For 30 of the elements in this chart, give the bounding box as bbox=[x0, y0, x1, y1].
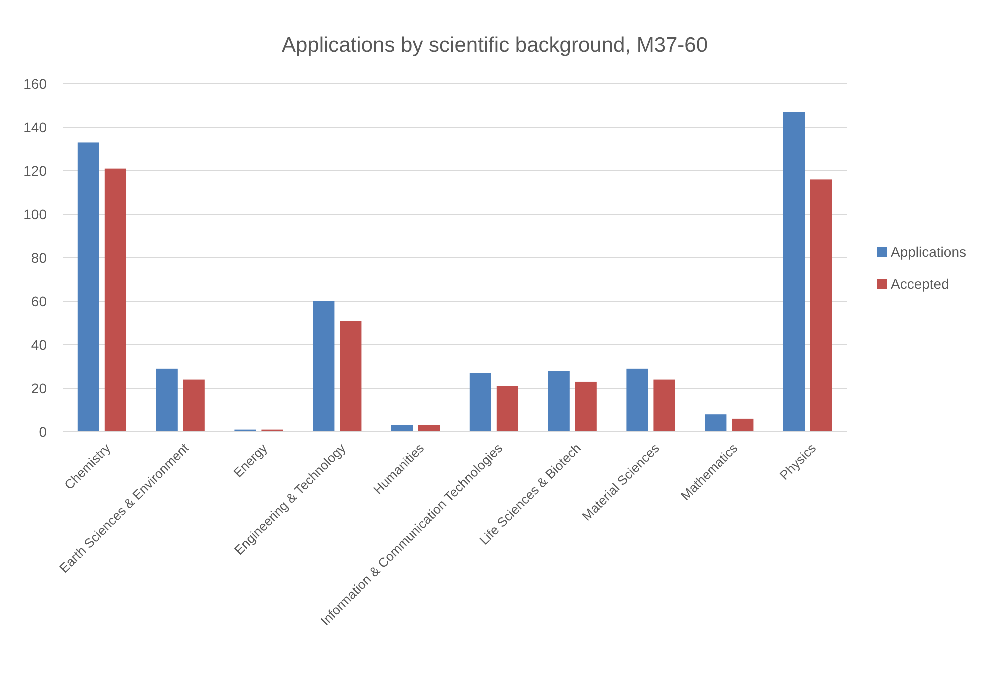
bar bbox=[575, 382, 597, 432]
y-tick-label: 20 bbox=[31, 380, 48, 396]
bar bbox=[705, 414, 727, 432]
legend-label: Accepted bbox=[891, 276, 950, 292]
bar bbox=[810, 180, 832, 432]
bar bbox=[496, 386, 519, 432]
bar bbox=[470, 373, 492, 432]
bar bbox=[391, 425, 414, 432]
y-tick-label: 40 bbox=[31, 336, 48, 353]
y-tick-label: 100 bbox=[24, 206, 48, 222]
bar bbox=[183, 380, 205, 432]
y-tick-label: 120 bbox=[24, 162, 48, 179]
legend-label: Applications bbox=[891, 244, 966, 260]
bar bbox=[418, 425, 440, 432]
bar bbox=[732, 418, 754, 432]
bar bbox=[654, 380, 676, 432]
bar bbox=[104, 168, 127, 432]
y-tick-label: 0 bbox=[39, 424, 48, 440]
bar bbox=[548, 371, 570, 432]
y-tick-label: 60 bbox=[31, 293, 48, 310]
bar bbox=[78, 142, 100, 432]
bar bbox=[340, 321, 362, 432]
bar bbox=[783, 112, 806, 432]
y-tick-label: 140 bbox=[24, 119, 48, 136]
y-tick-label: 80 bbox=[31, 250, 48, 266]
chart-title: Applications by scientific background, M37-60 bbox=[282, 34, 708, 57]
bar bbox=[626, 368, 648, 432]
y-tick-label: 160 bbox=[24, 76, 48, 92]
bar bbox=[313, 302, 335, 432]
bar bbox=[156, 368, 178, 432]
